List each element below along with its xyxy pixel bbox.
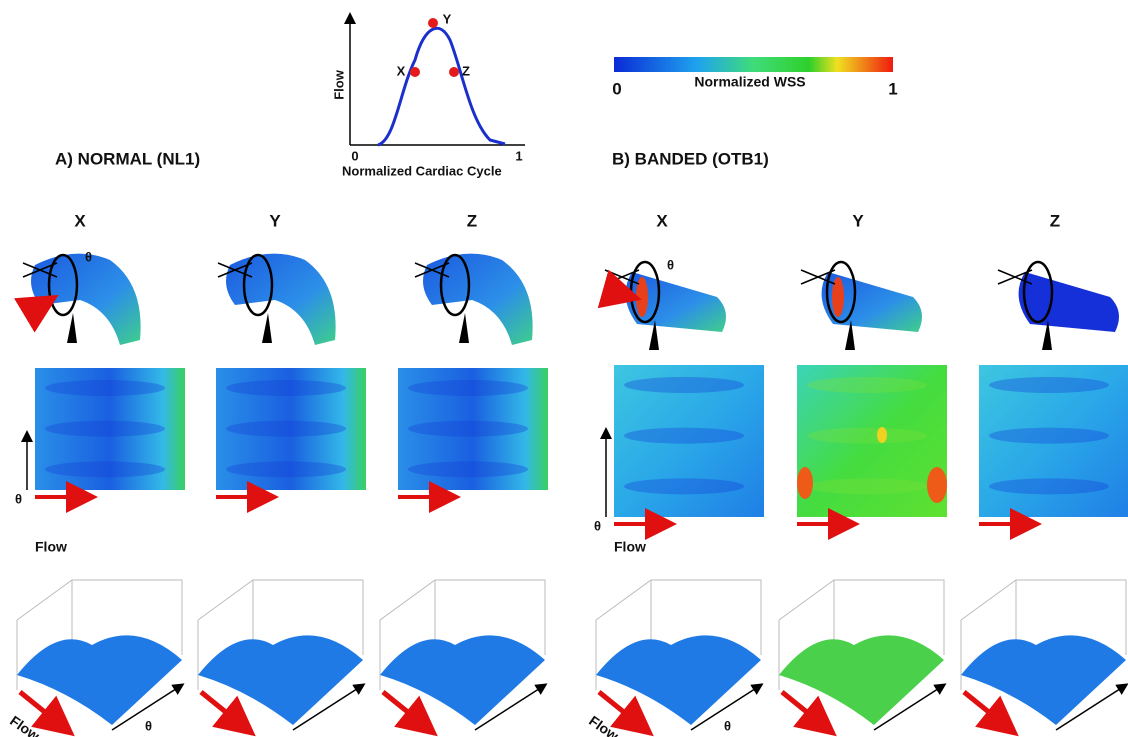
inset-x-label: Normalized Cardiac Cycle bbox=[342, 163, 502, 178]
surface-theta-label: θ bbox=[724, 718, 731, 733]
surface-theta-label: θ bbox=[145, 718, 152, 733]
band-tail bbox=[67, 313, 77, 343]
wss-band bbox=[989, 478, 1109, 494]
inset-y-label: Flow bbox=[331, 69, 346, 99]
theta-axis-label: θ bbox=[594, 518, 601, 533]
theta-label: θ bbox=[85, 249, 92, 264]
wss-band bbox=[807, 478, 927, 494]
surface-flow-label: Flow bbox=[7, 712, 42, 737]
colorbar-label: Normalized WSS bbox=[694, 74, 805, 90]
column-label: Y bbox=[852, 211, 864, 230]
wss-hot bbox=[877, 427, 887, 443]
colorbar-min: 0 bbox=[612, 79, 621, 98]
vessel bbox=[1019, 272, 1119, 332]
flow-label: Flow bbox=[35, 539, 67, 555]
wss-band bbox=[408, 421, 528, 437]
wss-band bbox=[226, 421, 346, 437]
surface-flow-arrow bbox=[383, 692, 430, 730]
wss-band bbox=[989, 428, 1109, 444]
inset-point-label: X bbox=[397, 63, 406, 78]
colorbar bbox=[614, 57, 893, 72]
column-label: X bbox=[656, 211, 668, 230]
wss-band bbox=[45, 380, 165, 396]
theta-label: θ bbox=[667, 257, 674, 272]
wss-hot bbox=[797, 467, 813, 499]
surface-flow-arrow bbox=[964, 692, 1011, 730]
panel-title: A) NORMAL (NL1) bbox=[55, 149, 200, 168]
inset-point-label: Z bbox=[462, 63, 470, 78]
surface-flow-arrow bbox=[201, 692, 248, 730]
wss-band bbox=[624, 478, 744, 494]
wss-band bbox=[807, 428, 927, 444]
wss-band bbox=[226, 461, 346, 477]
column-label: Z bbox=[1050, 211, 1060, 230]
surface-flow-label: Flow bbox=[586, 712, 621, 737]
flow-curve bbox=[378, 28, 505, 145]
wss-band bbox=[45, 421, 165, 437]
wss-band bbox=[408, 380, 528, 396]
theta-axis-label: θ bbox=[15, 491, 22, 506]
wss-band bbox=[45, 461, 165, 477]
flow-label: Flow bbox=[614, 539, 646, 555]
wss-hot bbox=[927, 467, 947, 503]
inset-x-end: 1 bbox=[515, 148, 522, 163]
wss-band bbox=[624, 377, 744, 393]
wss-band bbox=[989, 377, 1109, 393]
wss-band bbox=[226, 380, 346, 396]
red-arrow bbox=[25, 300, 50, 315]
figure: FlowNormalized Cardiac Cycle01XYZNormali… bbox=[0, 0, 1128, 737]
wss-band bbox=[408, 461, 528, 477]
panel-title: B) BANDED (OTB1) bbox=[612, 149, 769, 168]
column-label: Y bbox=[269, 211, 281, 230]
point-y bbox=[428, 18, 438, 28]
band-tail bbox=[262, 313, 272, 343]
wss-band bbox=[624, 428, 744, 444]
wss-band bbox=[807, 377, 927, 393]
point-z bbox=[449, 67, 459, 77]
band-tail bbox=[459, 313, 469, 343]
inset-point-label: Y bbox=[443, 11, 452, 26]
surface-flow-arrow bbox=[782, 692, 829, 730]
column-label: Z bbox=[467, 211, 477, 230]
inset-x-start: 0 bbox=[351, 148, 358, 163]
column-label: X bbox=[74, 211, 86, 230]
point-x bbox=[410, 67, 420, 77]
colorbar-max: 1 bbox=[888, 79, 897, 98]
